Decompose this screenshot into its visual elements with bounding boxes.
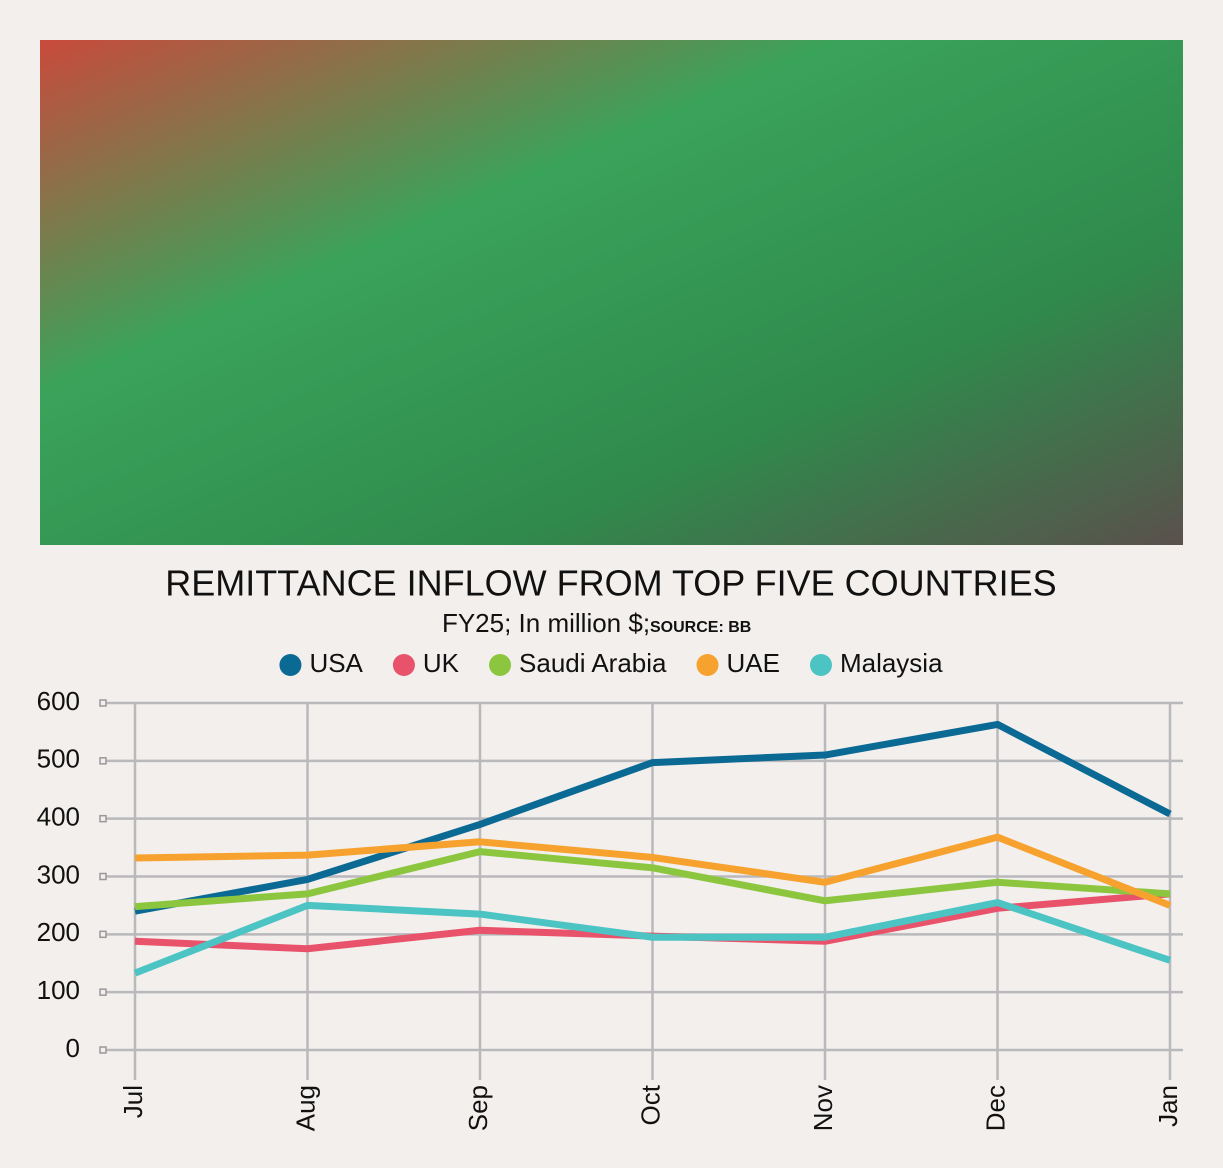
y-tick-mark [99, 988, 107, 996]
line-series [134, 848, 1171, 911]
y-tick-mark [99, 699, 107, 707]
legend-label: Malaysia [840, 648, 943, 678]
chart-source: SOURCE: BB [650, 619, 751, 636]
y-tick-label: 100 [37, 975, 80, 1005]
line-series [133, 899, 1172, 977]
legend-label: Saudi Arabia [519, 648, 667, 678]
x-tick-label: Aug [290, 1085, 320, 1131]
legend-marker [279, 654, 302, 676]
legend-label: USA [309, 648, 363, 678]
legend-marker [809, 654, 832, 676]
line-series [134, 720, 1172, 915]
y-tick-mark [99, 814, 107, 823]
chart-title: REMITTANCE INFLOW FROM TOP FIVE COUNTRIE… [165, 563, 1056, 604]
x-tick-label: Sep [463, 1085, 493, 1131]
x-tick-label: Jul [118, 1085, 148, 1118]
photo [40, 40, 1183, 545]
x-tick-label: Nov [808, 1085, 838, 1131]
y-tick-label: 400 [37, 802, 80, 832]
y-tick-mark [99, 1046, 107, 1054]
legend-marker [489, 654, 512, 676]
y-tick-mark [99, 757, 107, 765]
legend-marker [392, 654, 415, 676]
y-tick-label: 600 [37, 686, 80, 716]
y-tick-mark [99, 872, 107, 881]
legend-label: UAE [726, 648, 779, 678]
y-tick-label: 300 [37, 859, 80, 889]
x-tick-label: Dec [980, 1085, 1010, 1131]
x-tick-label: Jan [1153, 1085, 1183, 1127]
y-tick-label: 0 [66, 1033, 80, 1063]
y-tick-mark [99, 930, 107, 939]
line-series [134, 833, 1172, 909]
legend-marker [696, 654, 719, 676]
y-tick-label: 200 [37, 917, 80, 947]
x-tick-label: Oct [635, 1084, 665, 1125]
legend-label: UK [423, 648, 460, 678]
chart-subtitle: FY25; In million $; [442, 608, 650, 638]
y-tick-label: 500 [37, 744, 80, 774]
